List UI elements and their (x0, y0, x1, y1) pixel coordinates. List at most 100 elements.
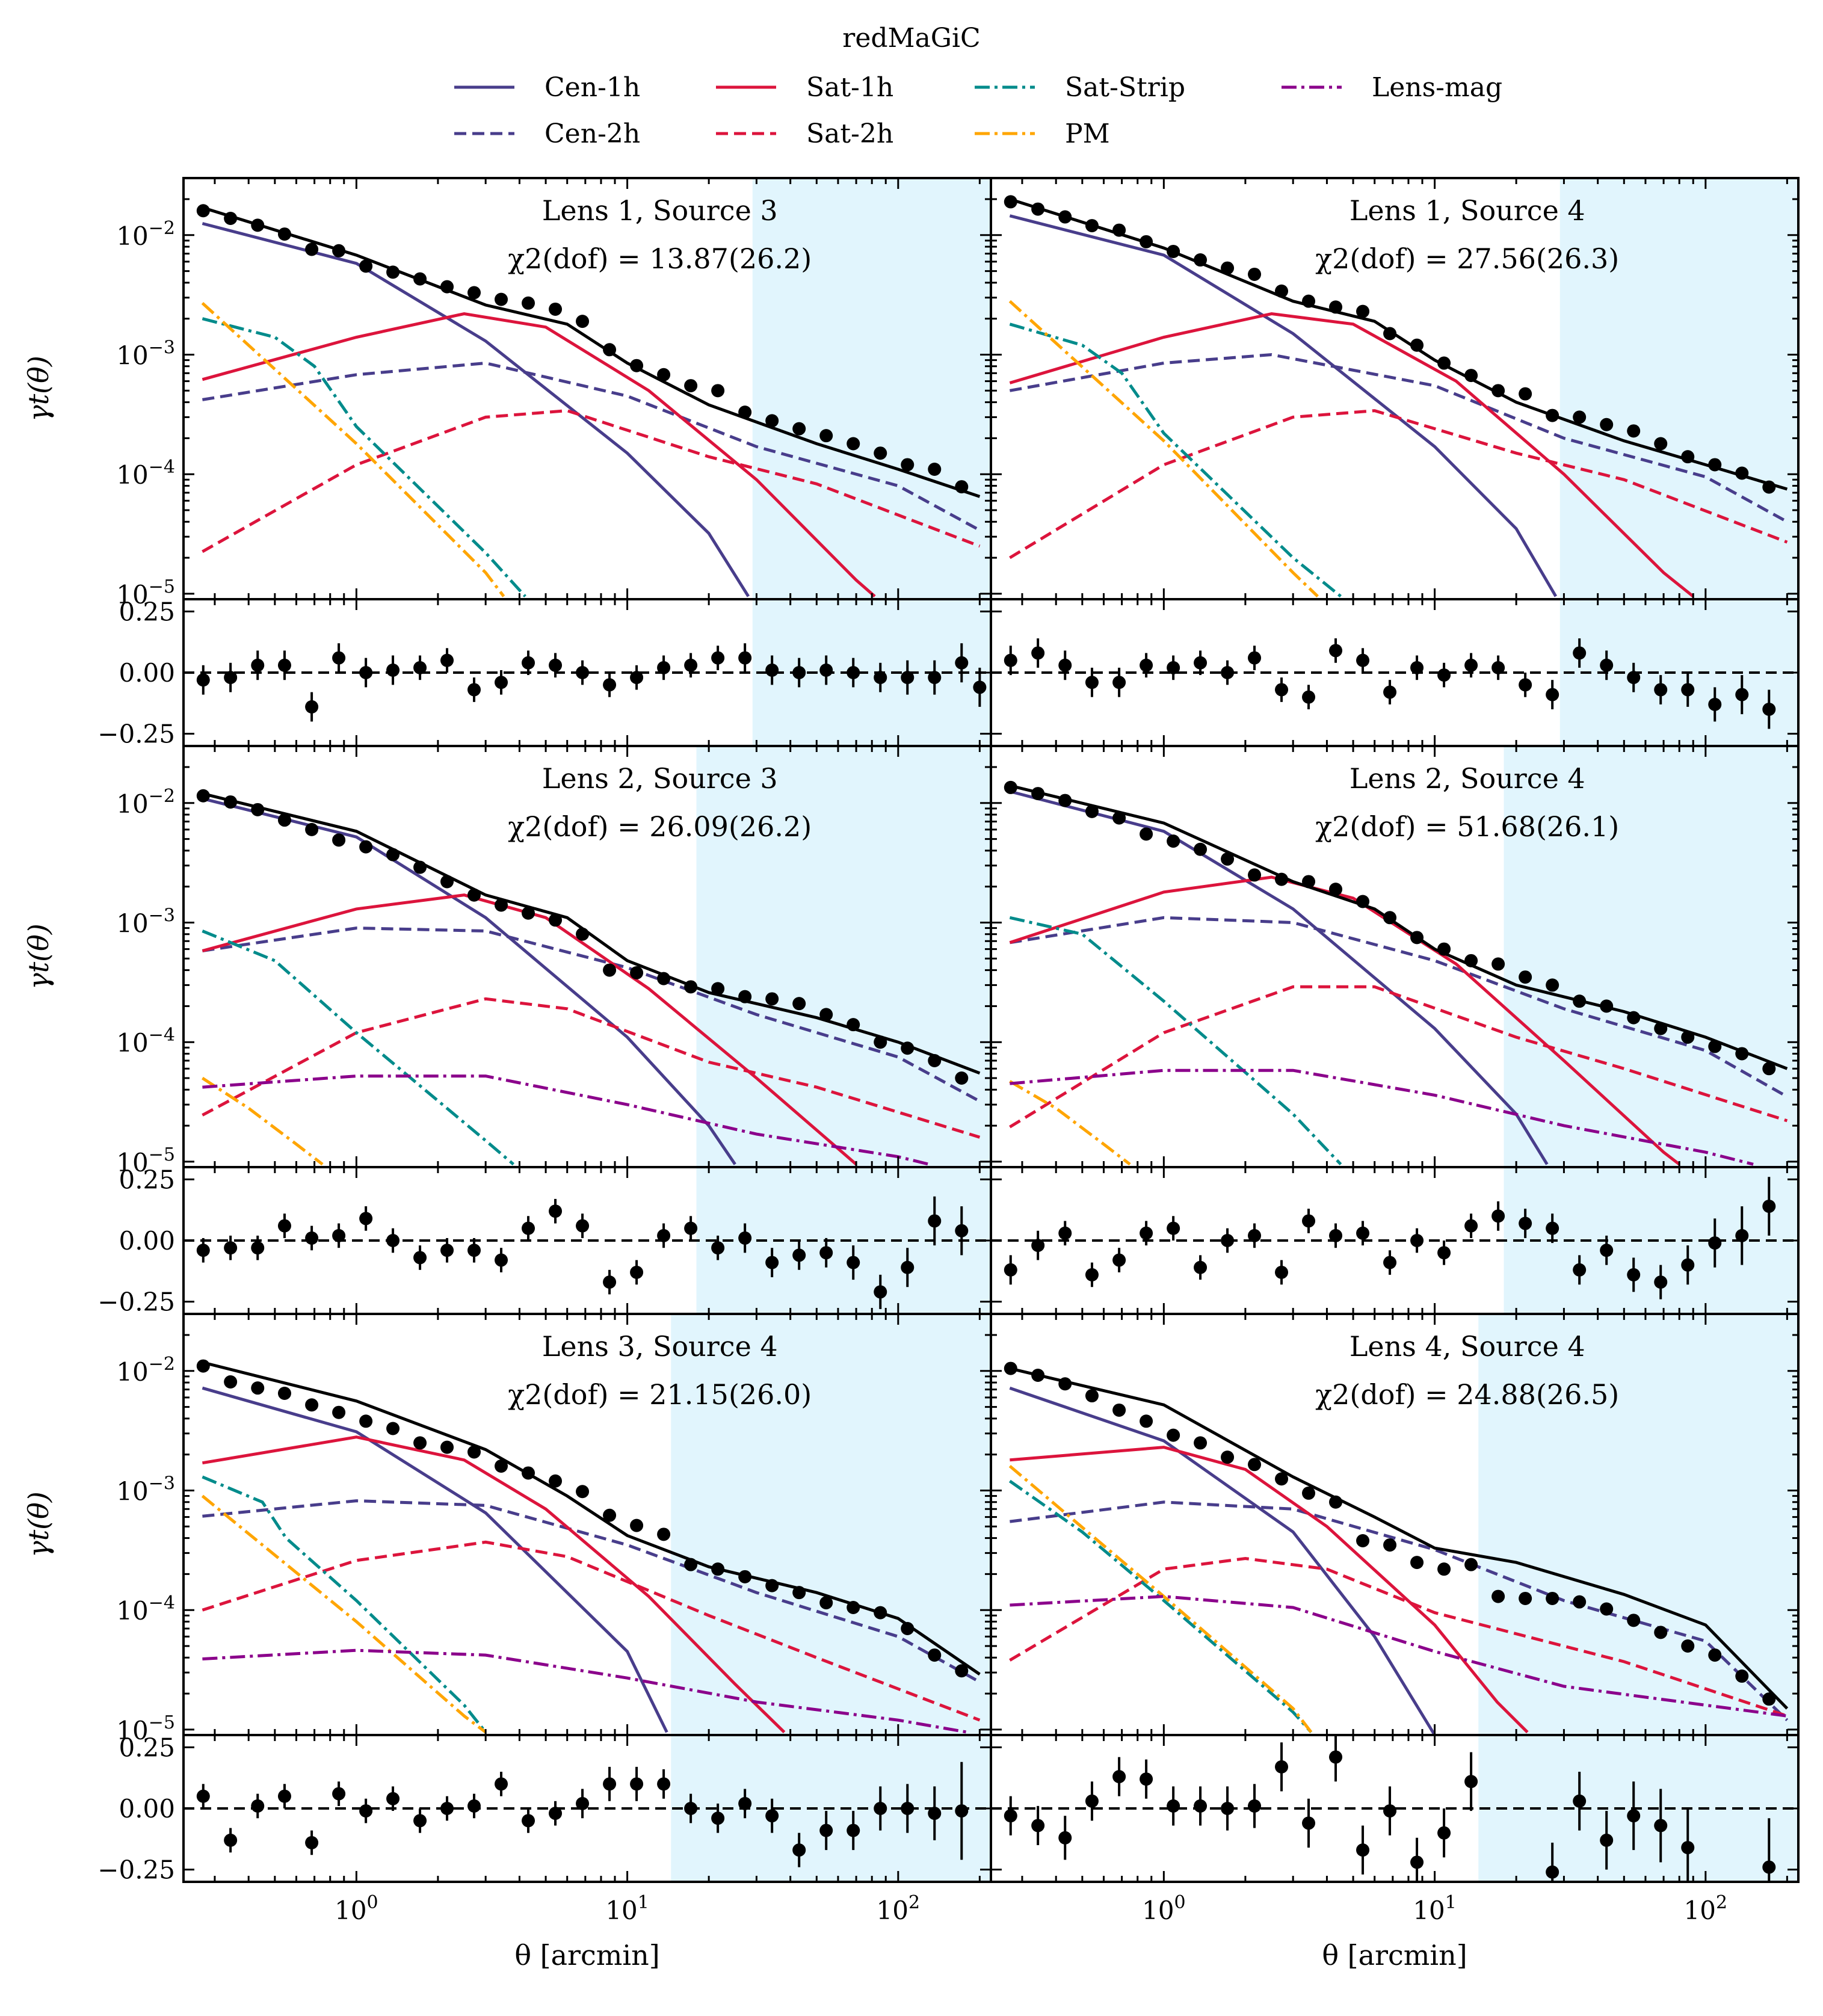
data-point (1329, 883, 1343, 896)
resid-tick-label: −0.25 (97, 1855, 175, 1885)
residual-point (251, 1241, 265, 1255)
data-point (1275, 1472, 1289, 1486)
y-tick-label: 10−5 (116, 1144, 175, 1177)
data-point (738, 1570, 752, 1583)
residual-point (1004, 1263, 1017, 1277)
residual-point (1058, 1226, 1072, 1240)
scale-cut-shade-main (1504, 746, 1798, 1167)
panel-4: Lens 2, Source 4 χ2(dof) = 51.68(26.1) (990, 745, 1800, 1315)
data-point (1167, 834, 1180, 848)
series-pm (1008, 300, 1319, 598)
residual-point (630, 1777, 644, 1791)
residual-point (1194, 656, 1208, 670)
residual-point (657, 1228, 671, 1242)
data-point (440, 280, 454, 294)
series-cen1h (202, 1386, 668, 1733)
residual-point (1573, 1263, 1587, 1277)
residual-point (386, 1234, 400, 1247)
data-point (792, 1586, 806, 1600)
data-point (603, 1508, 617, 1522)
y-ticks (991, 177, 1798, 735)
residual-plot-area (184, 1196, 991, 1309)
series-sat1h (1009, 312, 1694, 598)
data-point (1681, 1639, 1695, 1653)
panel-title: Lens 2, Source 4 (1350, 762, 1585, 795)
data-point (1221, 261, 1235, 275)
data-point (874, 1606, 887, 1620)
data-point (819, 1008, 833, 1022)
residual-point (901, 671, 915, 685)
y-tick-label: 10−4 (116, 1025, 175, 1058)
data-point (928, 1648, 942, 1662)
data-point (1140, 1414, 1153, 1428)
series-cen2h (1010, 1500, 1789, 1721)
data-point (1491, 1589, 1505, 1603)
series-sat1h (202, 893, 857, 1166)
data-point (1573, 410, 1587, 424)
series-pm (1009, 1080, 1131, 1166)
y-axis-label: γt(θ) (22, 1491, 55, 1558)
data-point (1410, 931, 1424, 945)
residual-point (386, 663, 400, 677)
residual-point (928, 1807, 942, 1820)
residual-point (196, 1789, 210, 1803)
data-point (1194, 1436, 1208, 1450)
data-point (1275, 284, 1289, 298)
residual-point (1681, 1841, 1695, 1855)
data-point (332, 244, 346, 257)
legend-entry-lensmag: Lens-mag (1282, 72, 1502, 103)
residual-plot-area (991, 1735, 1798, 1937)
data-point (495, 292, 508, 306)
residual-point (1302, 1214, 1316, 1228)
data-point (1600, 1602, 1614, 1616)
data-point (549, 302, 563, 316)
legend-label-sat1h: Sat-1h (806, 72, 893, 103)
data-point (440, 875, 454, 889)
residual-point (1762, 1860, 1776, 1874)
residual-point (711, 1241, 725, 1255)
data-point (1681, 1030, 1695, 1044)
residual-point (1464, 1775, 1478, 1789)
data-point (1058, 1377, 1072, 1391)
residual-point (305, 1231, 319, 1245)
residual-point (576, 1219, 590, 1233)
data-point (277, 813, 291, 827)
residual-point (1004, 1809, 1017, 1823)
residual-point (684, 1802, 698, 1815)
residual-point (1302, 1816, 1316, 1830)
data-point (1600, 999, 1614, 1013)
residual-point (1221, 666, 1235, 679)
x-ticks (214, 1314, 981, 1882)
residual-point (359, 1212, 373, 1225)
residual-point (1600, 1833, 1614, 1847)
residual-point (1112, 1770, 1126, 1784)
residual-point (277, 658, 291, 672)
legend-entry-satstrip: Sat-Strip (975, 72, 1185, 103)
residual-point (630, 671, 644, 685)
residual-point (1248, 651, 1262, 665)
resid-tick-label: 0.25 (119, 1733, 175, 1762)
residual-point (657, 1777, 671, 1791)
x-tick-label: 100 (1142, 1892, 1186, 1925)
residual-point (765, 663, 779, 677)
data-point (819, 429, 833, 443)
data-point (1194, 253, 1208, 267)
y-tick-label: 10−2 (116, 786, 175, 819)
residual-point (1491, 1924, 1505, 1937)
data-point (711, 1562, 725, 1576)
residual-point (332, 651, 346, 665)
data-point (1058, 210, 1072, 224)
data-point (955, 480, 969, 494)
series-cen1h (1009, 1386, 1436, 1735)
legend-label-satstrip: Sat-Strip (1065, 72, 1185, 103)
data-point (1735, 466, 1749, 480)
residual-point (819, 1823, 833, 1837)
residual-point (955, 656, 969, 670)
data-point (1112, 811, 1126, 825)
data-point (657, 972, 671, 985)
data-point (1031, 202, 1045, 216)
x-tick-label: 102 (877, 1892, 921, 1925)
series-sat1h (1009, 875, 1680, 1166)
residual-point (1140, 1772, 1153, 1786)
data-point (901, 1041, 915, 1055)
